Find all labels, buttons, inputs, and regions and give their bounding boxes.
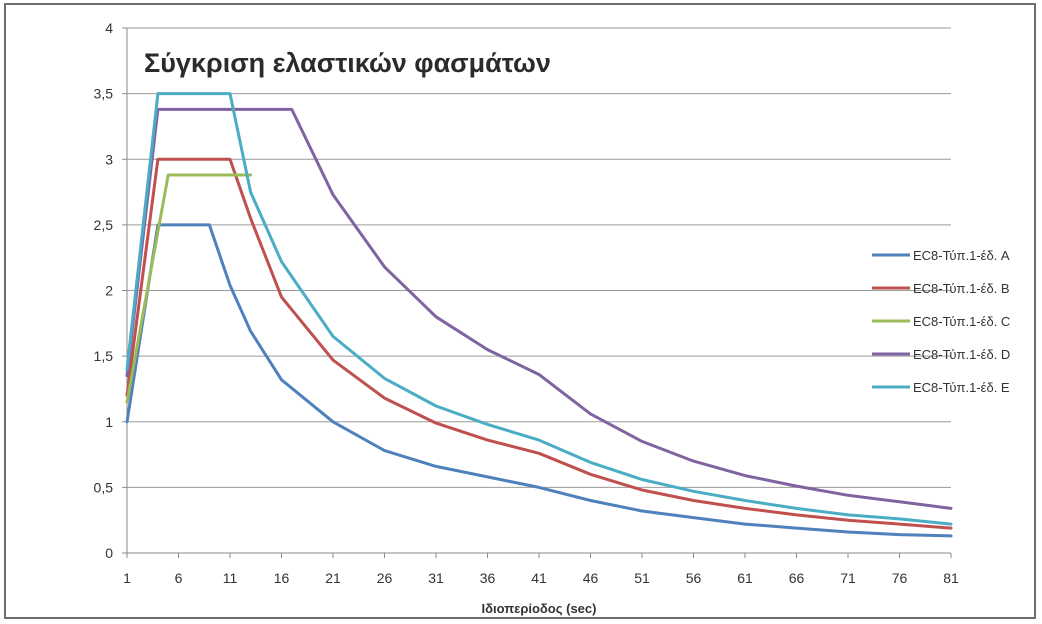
y-tick-label: 2,5 <box>94 217 114 233</box>
x-tick-label: 1 <box>123 570 131 586</box>
x-tick-label: 46 <box>583 570 599 586</box>
x-tick-label: 51 <box>634 570 650 586</box>
series-line-b <box>125 157 953 530</box>
x-tick-label: 11 <box>223 570 238 586</box>
y-tick-label: 3,5 <box>94 86 114 102</box>
series-line-a <box>125 223 953 538</box>
y-tick-label: 0,5 <box>94 479 114 495</box>
x-axis-label: Ιδιοπερίοδος (sec) <box>482 601 597 616</box>
series-lines <box>125 92 953 538</box>
chart-title: Σύγκριση ελαστικών φασμάτων <box>144 48 551 78</box>
x-tick-label: 56 <box>686 570 702 586</box>
grid-lines <box>127 27 951 488</box>
series-line-d <box>125 107 953 510</box>
series-line-e <box>125 92 953 526</box>
legend-entry-label: EC8-Τύπ.1-έδ. E <box>913 380 1010 395</box>
x-tick-label: 41 <box>531 570 547 586</box>
x-tick-label: 61 <box>737 570 753 586</box>
x-tick-label: 81 <box>943 570 959 586</box>
x-tick-label: 26 <box>377 570 393 586</box>
series-line-c <box>125 173 253 404</box>
legend-entry-label: EC8-Τύπ.1-έδ. D <box>913 347 1010 362</box>
y-tick-label: 1 <box>105 414 113 430</box>
y-tick-label: 1,5 <box>94 348 114 364</box>
legend-entry-label: EC8-Τύπ.1-έδ. C <box>913 314 1010 329</box>
legend-entry-label: EC8-Τύπ.1-έδ. A <box>913 248 1010 263</box>
y-tick-label: 4 <box>105 20 113 36</box>
x-tick-label: 21 <box>325 570 341 586</box>
x-tick-label: 16 <box>274 570 290 586</box>
chart-frame: 0 0,5 1 1,5 2 2,5 3 3,5 4 1 6 11 16 21 26 31 36 41 46 51 56 6… <box>4 3 1036 619</box>
y-tick-label: 2 <box>105 283 113 299</box>
x-tick-label: 31 <box>428 570 444 586</box>
x-tick-label: 76 <box>892 570 908 586</box>
y-tick-label: 3 <box>105 151 113 167</box>
x-tick-label: 71 <box>840 570 856 586</box>
y-tick-label: 0 <box>105 545 113 561</box>
x-tick-label: 6 <box>175 570 183 586</box>
chart-canvas: 00,511,522,533,541 6 11 16 21 26 31 36 41 46 51 56 6… <box>94 20 1011 616</box>
legend: EC8-Τύπ.1-έδ. A EC8-Τύπ.1-έδ. B EC8-Τύπ.1-… <box>872 248 1010 395</box>
x-tick-label: 36 <box>480 570 496 586</box>
x-tick-label: 66 <box>789 570 805 586</box>
axes: 00,511,522,533,541 6 11 16 21 26 31 36 41 46 51 56 6… <box>94 20 959 586</box>
legend-entry-label: EC8-Τύπ.1-έδ. B <box>913 281 1010 296</box>
